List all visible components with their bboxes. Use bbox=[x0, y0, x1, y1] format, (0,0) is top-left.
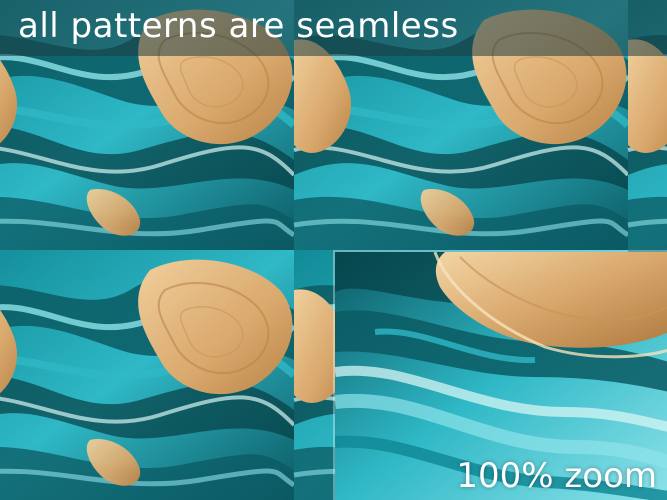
banner-title: all patterns are seamless bbox=[18, 6, 459, 46]
zoom-label: 100% zoom bbox=[456, 456, 657, 496]
zoomed-marble-detail bbox=[335, 252, 667, 500]
zoom-inset-panel bbox=[333, 250, 667, 500]
title-banner bbox=[0, 0, 667, 56]
